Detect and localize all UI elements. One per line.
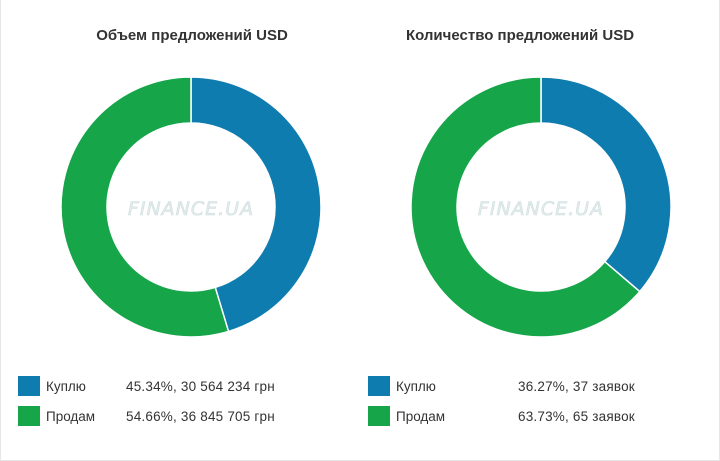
- legend-swatch-sell: [18, 406, 40, 426]
- donut-slice-sell[interactable]: [60, 76, 230, 338]
- donut-chart: FINANCE.UA: [60, 76, 322, 338]
- legend-value: 54.66%, 36 845 705 грн: [126, 409, 275, 424]
- watermark-logo: FINANCE.UA: [128, 198, 254, 220]
- count-chart-panel: Количество предложений USD FINANCE.UA Ку…: [350, 0, 710, 461]
- donut-slice-sell[interactable]: [410, 76, 641, 338]
- chart-title: Объем предложений USD: [96, 27, 288, 44]
- legend-label: Продам: [396, 409, 446, 424]
- legend-value: 45.34%, 30 564 234 грн: [126, 379, 275, 394]
- legend-value: 63.73%, 65 заявок: [518, 409, 635, 424]
- legend-label: Куплю: [396, 379, 436, 394]
- legend-label: Продам: [46, 409, 96, 424]
- watermark-logo: FINANCE.UA: [478, 198, 604, 220]
- legend-swatch-buy: [18, 376, 40, 396]
- legend-swatch-sell: [368, 406, 390, 426]
- donut-slice-buy[interactable]: [190, 76, 322, 333]
- legend-swatch-buy: [368, 376, 390, 396]
- volume-chart-panel: Объем предложений USD FINANCE.UA Куплю 4…: [18, 27, 322, 426]
- legend-value: 36.27%, 37 заявок: [518, 379, 635, 394]
- legend-label: Куплю: [46, 379, 86, 394]
- chart-title: Количество предложений USD: [405, 27, 635, 44]
- donut-slice-buy[interactable]: [540, 76, 672, 293]
- donut-chart: FINANCE.UA: [410, 76, 672, 338]
